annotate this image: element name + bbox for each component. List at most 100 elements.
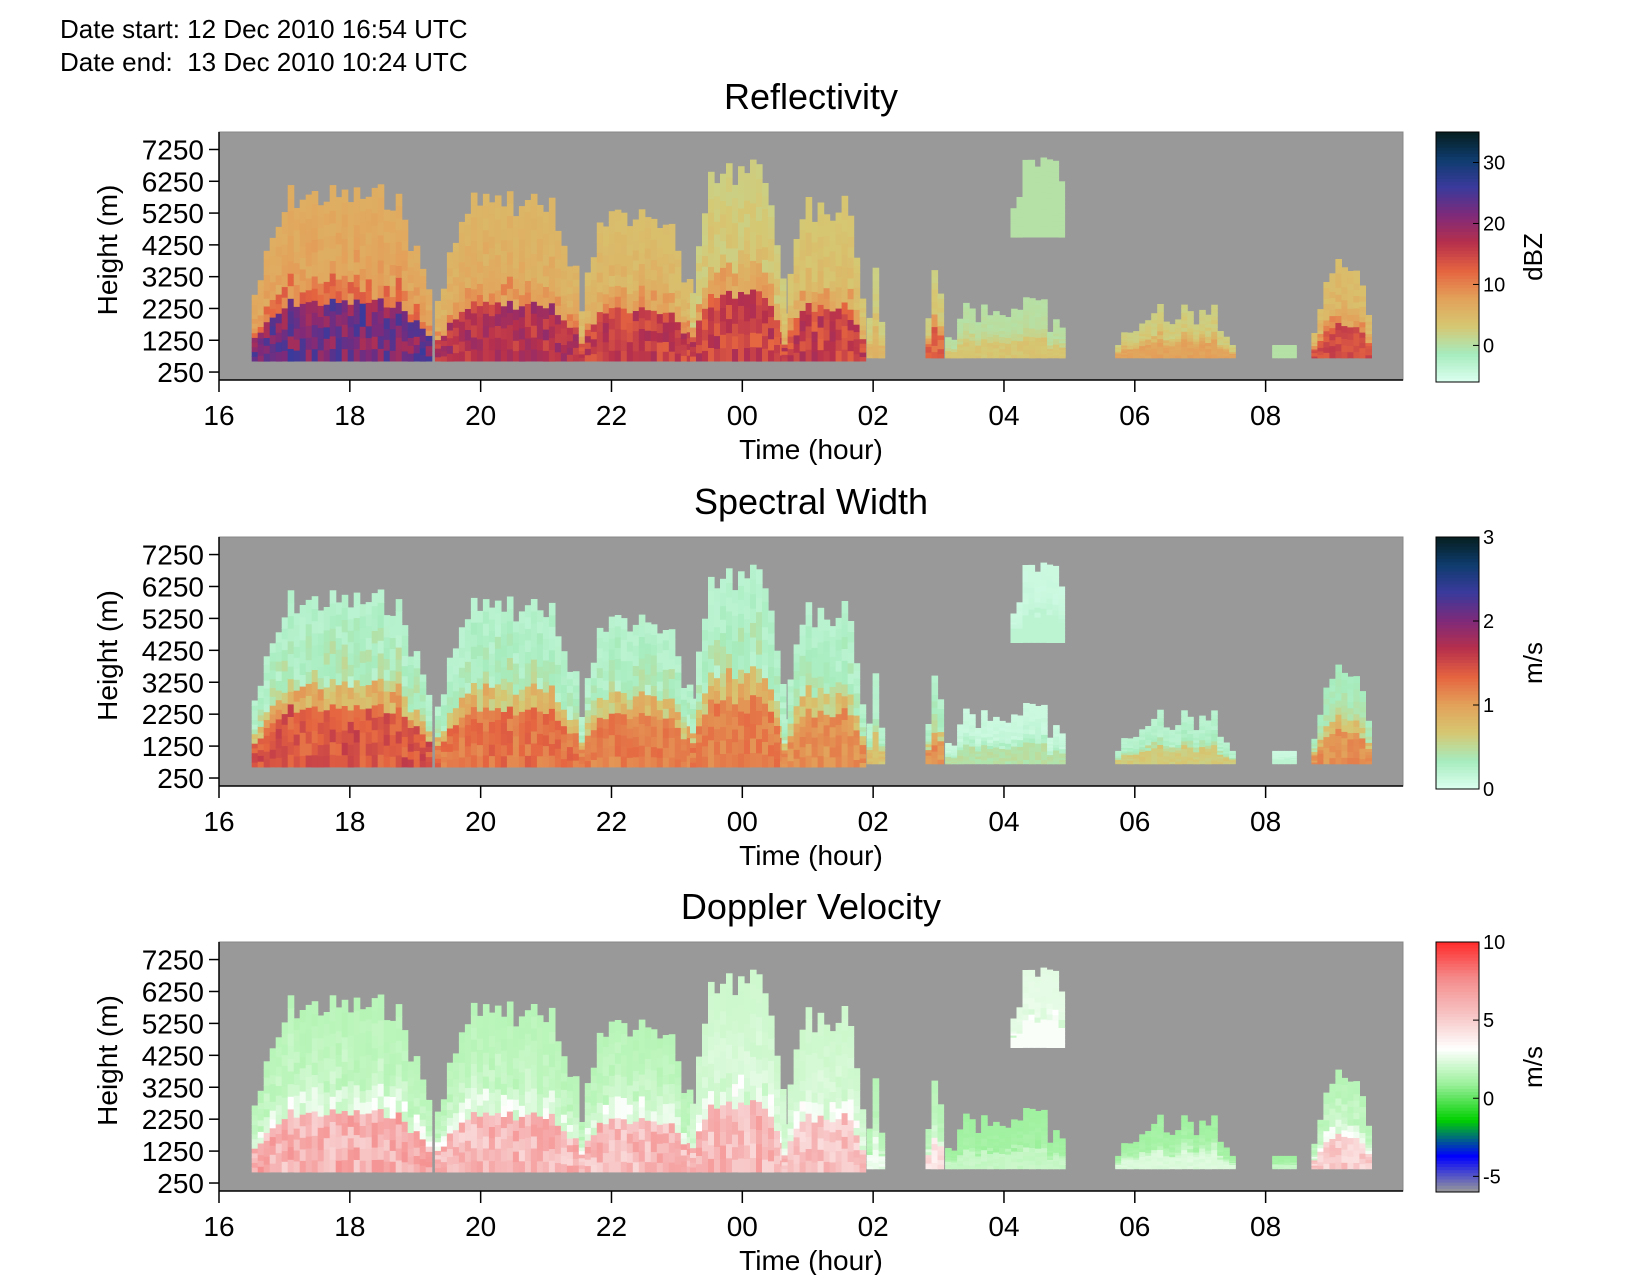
echo-cell xyxy=(335,649,343,662)
echo-cell xyxy=(1365,330,1372,334)
echo-cell xyxy=(299,291,307,304)
echo-cell xyxy=(793,679,801,689)
echo-cell xyxy=(578,332,586,337)
echo-cell xyxy=(425,725,433,732)
echo-cell xyxy=(1205,320,1212,325)
colorbar-step xyxy=(1436,235,1479,239)
echo-cell xyxy=(638,658,646,670)
echo-cell xyxy=(1059,336,1066,339)
echo-cell xyxy=(872,338,880,346)
echo-cell xyxy=(1052,160,1060,167)
echo-cell xyxy=(1059,746,1066,750)
echo-cell xyxy=(841,755,849,768)
echo-cell xyxy=(805,708,813,721)
echo-cell xyxy=(799,219,807,230)
echo-cell xyxy=(999,720,1006,725)
echo-cell xyxy=(714,626,721,640)
echo-cell xyxy=(305,313,313,326)
echo-cell xyxy=(500,611,508,624)
echo-cell xyxy=(548,649,556,663)
echo-cell xyxy=(1199,344,1206,349)
echo-cell xyxy=(1022,176,1030,183)
echo-cell xyxy=(347,675,355,688)
echo-cell xyxy=(696,725,703,735)
echo-cell xyxy=(395,611,403,624)
echo-cell xyxy=(434,736,442,742)
echo-cell xyxy=(674,290,682,299)
echo-column xyxy=(614,615,622,768)
colorbar-step xyxy=(1436,250,1479,255)
echo-cell xyxy=(311,215,319,228)
echo-cell xyxy=(957,738,964,742)
echo-cell xyxy=(1359,321,1366,328)
echo-cell xyxy=(1211,338,1218,344)
echo-cell xyxy=(305,707,313,720)
echo-cell xyxy=(638,328,646,340)
echo-cell xyxy=(347,744,355,757)
echo-cell xyxy=(620,639,628,651)
echo-cell xyxy=(823,714,831,726)
echo-cell xyxy=(281,617,289,629)
echo-column xyxy=(787,679,795,768)
echo-cell xyxy=(419,328,427,336)
echo-cell xyxy=(835,692,843,704)
echo-column xyxy=(1046,564,1054,643)
echo-cell xyxy=(1040,562,1048,569)
echo-cell xyxy=(620,618,628,630)
echo-cell xyxy=(841,601,849,614)
echo-cell xyxy=(626,351,634,362)
echo-cell xyxy=(1133,353,1140,357)
echo-cell xyxy=(1187,720,1194,725)
echo-cell xyxy=(494,624,502,637)
echo-cell xyxy=(536,733,544,746)
echo-cell xyxy=(1040,568,1048,575)
echo-cell xyxy=(1187,327,1194,332)
colorbar-step xyxy=(1436,228,1479,233)
echo-cell xyxy=(341,312,349,325)
echo-cell xyxy=(799,634,807,646)
echo-cell xyxy=(494,230,502,244)
echo-cell xyxy=(999,315,1006,319)
echo-cell xyxy=(1157,346,1164,351)
echo-cell xyxy=(686,690,694,697)
echo-column xyxy=(419,674,427,768)
echo-cell xyxy=(434,723,442,729)
echo-cell xyxy=(1017,718,1024,723)
echo-cell xyxy=(317,733,325,746)
echo-cell xyxy=(957,755,964,759)
echo-cell xyxy=(518,622,526,635)
echo-cell xyxy=(329,741,337,755)
echo-cell xyxy=(446,306,454,315)
echo-cell xyxy=(482,623,490,636)
echo-cell xyxy=(805,302,813,315)
echo-cell xyxy=(1341,325,1348,333)
echo-cell xyxy=(993,311,1000,315)
echo-cell xyxy=(1139,333,1146,337)
echo-cell xyxy=(1211,323,1218,328)
echo-cell xyxy=(353,237,361,250)
echo-cell xyxy=(1022,587,1030,594)
echo-cell xyxy=(756,248,763,264)
echo-column xyxy=(805,602,813,768)
echo-cell xyxy=(1323,336,1330,343)
echo-cell xyxy=(371,348,379,362)
echo-cell xyxy=(377,222,385,236)
echo-cell xyxy=(674,250,682,260)
echo-cell xyxy=(335,731,343,744)
echo-cell xyxy=(756,654,763,669)
echo-cell xyxy=(1323,282,1330,288)
echo-cell xyxy=(614,615,622,627)
echo-cell xyxy=(620,223,628,235)
echo-cell xyxy=(644,704,652,716)
echo-cell xyxy=(702,661,709,673)
echo-cell xyxy=(452,741,460,751)
echo-cell xyxy=(680,304,688,311)
echo-cell xyxy=(969,742,976,747)
echo-cell xyxy=(452,293,460,303)
echo-cell xyxy=(853,685,861,694)
echo-cell xyxy=(1040,185,1048,193)
echo-cell xyxy=(702,223,709,235)
echo-cell xyxy=(1157,338,1164,343)
echo-cell xyxy=(401,219,409,231)
echo-cell xyxy=(269,731,277,741)
